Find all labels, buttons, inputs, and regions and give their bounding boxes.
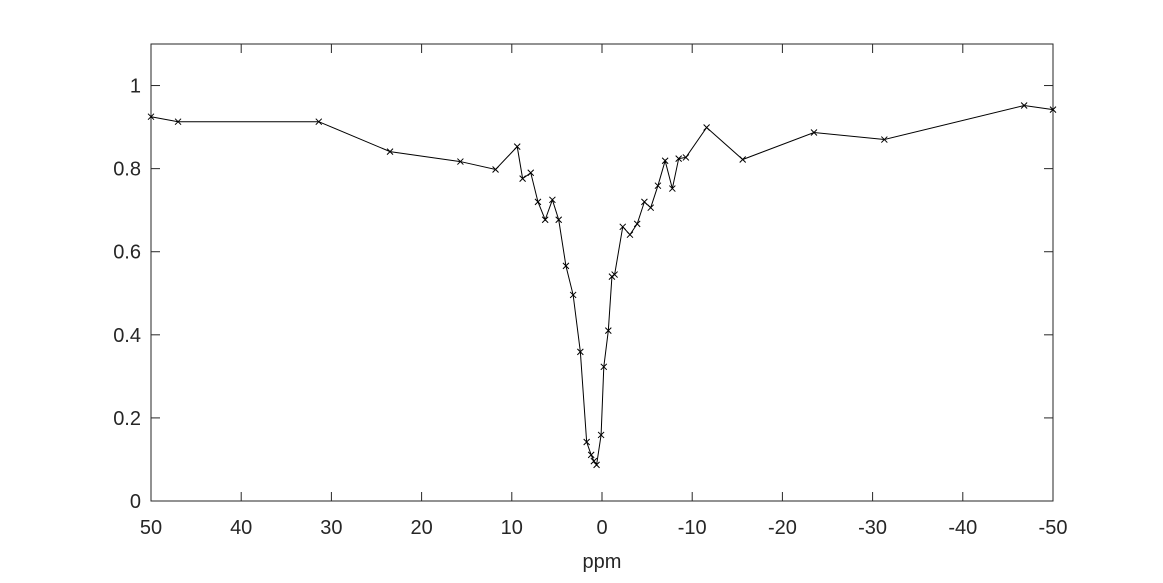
x-tick-label: -40 <box>948 517 977 539</box>
data-marker <box>647 204 655 212</box>
data-marker <box>576 348 584 356</box>
data-marker <box>619 223 627 231</box>
data-marker <box>654 182 662 190</box>
data-marker <box>569 291 577 299</box>
x-tick-label: 0 <box>596 517 607 539</box>
data-marker <box>174 118 182 126</box>
data-marker <box>1020 102 1028 109</box>
data-marker <box>590 457 598 465</box>
data-marker <box>810 129 818 136</box>
data-marker <box>1049 106 1057 113</box>
data-marker <box>457 158 464 165</box>
x-tick-label: -10 <box>678 517 707 539</box>
x-tick-label: -50 <box>1039 517 1068 539</box>
data-marker <box>541 216 549 224</box>
data-marker <box>597 431 605 439</box>
data-marker <box>611 271 618 278</box>
x-tick-label: -20 <box>768 517 797 539</box>
data-marker <box>675 155 683 163</box>
data-marker <box>386 148 394 155</box>
x-tick-label: 20 <box>410 517 432 539</box>
data-marker <box>600 363 608 371</box>
y-tick-label: 0.4 <box>113 325 141 347</box>
data-marker <box>739 156 747 163</box>
data-marker <box>880 136 888 143</box>
y-tick-label: 0.6 <box>113 242 141 264</box>
x-tick-label: 10 <box>501 517 523 539</box>
x-tick-label: -30 <box>858 517 887 539</box>
data-marker <box>626 231 634 239</box>
data-marker <box>682 154 690 161</box>
data-marker <box>669 185 676 192</box>
y-tick-label: 1 <box>130 76 141 98</box>
y-tick-label: 0.8 <box>113 159 141 181</box>
data-marker <box>587 451 595 459</box>
data-marker <box>147 113 155 121</box>
y-tick-label: 0 <box>130 491 141 513</box>
data-marker <box>519 175 526 182</box>
data-marker <box>633 220 641 228</box>
data-marker <box>593 461 600 469</box>
data-marker <box>555 216 563 224</box>
data-marker <box>492 166 499 173</box>
data-marker <box>534 198 542 206</box>
x-tick-label: 50 <box>140 517 162 539</box>
data-marker <box>513 143 521 150</box>
x-axis-label: ppm <box>583 551 622 573</box>
data-marker <box>527 169 535 177</box>
data-marker <box>562 262 570 270</box>
data-marker <box>703 124 710 131</box>
y-tick-label: 0.2 <box>113 408 141 430</box>
data-marker <box>583 438 591 446</box>
data-marker <box>641 198 648 206</box>
data-marker <box>661 157 669 165</box>
data-marker <box>549 196 556 204</box>
x-tick-label: 30 <box>320 517 342 539</box>
data-marker <box>604 327 612 335</box>
plot-frame <box>150 43 1054 502</box>
x-tick-label: 40 <box>230 517 252 539</box>
data-marker <box>315 118 323 126</box>
